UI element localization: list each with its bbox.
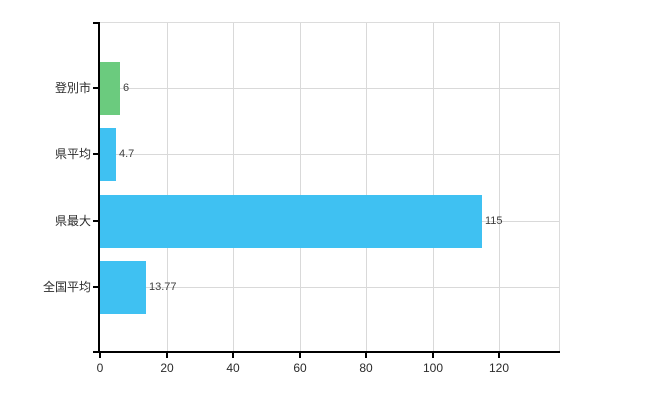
horizontal-gridline bbox=[100, 287, 559, 288]
x-tick bbox=[99, 353, 101, 358]
x-tick-label: 100 bbox=[422, 361, 444, 375]
x-axis-line bbox=[93, 351, 560, 353]
vertical-gridline bbox=[167, 23, 168, 351]
category-tick bbox=[93, 153, 98, 155]
x-tick-label: 80 bbox=[359, 361, 373, 375]
category-label: 県最大 bbox=[54, 214, 91, 228]
horizontal-gridline bbox=[100, 154, 559, 155]
value-label: 4.7 bbox=[119, 148, 135, 160]
vertical-gridline bbox=[499, 23, 500, 351]
x-tick bbox=[166, 353, 168, 358]
x-tick-label: 60 bbox=[293, 361, 307, 375]
plot-top-border bbox=[100, 22, 560, 23]
data-bar bbox=[100, 62, 120, 115]
horizontal-gridline bbox=[100, 88, 559, 89]
x-tick-label: 40 bbox=[226, 361, 240, 375]
x-tick bbox=[432, 353, 434, 358]
value-label: 13.77 bbox=[149, 281, 177, 293]
category-tick bbox=[93, 87, 98, 89]
value-label: 115 bbox=[485, 215, 503, 227]
y-axis-line bbox=[98, 22, 100, 353]
category-label: 全国平均 bbox=[42, 280, 91, 294]
vertical-gridline bbox=[300, 23, 301, 351]
category-label: 県平均 bbox=[54, 147, 91, 161]
plot-right-border bbox=[559, 22, 560, 351]
data-bar bbox=[100, 195, 482, 248]
category-tick bbox=[93, 286, 98, 288]
x-tick bbox=[232, 353, 234, 358]
x-tick bbox=[365, 353, 367, 358]
category-tick bbox=[93, 220, 98, 222]
x-tick bbox=[498, 353, 500, 358]
x-tick-label: 120 bbox=[488, 361, 510, 375]
x-tick-label: 0 bbox=[96, 361, 104, 375]
data-bar bbox=[100, 128, 116, 181]
data-bar bbox=[100, 261, 146, 314]
vertical-gridline bbox=[433, 23, 434, 351]
y-axis-end-tick bbox=[93, 22, 98, 24]
x-tick bbox=[299, 353, 301, 358]
vertical-gridline bbox=[366, 23, 367, 351]
x-tick-label: 20 bbox=[160, 361, 174, 375]
value-label: 6 bbox=[123, 82, 130, 94]
category-label: 登別市 bbox=[54, 81, 91, 95]
vertical-gridline bbox=[233, 23, 234, 351]
